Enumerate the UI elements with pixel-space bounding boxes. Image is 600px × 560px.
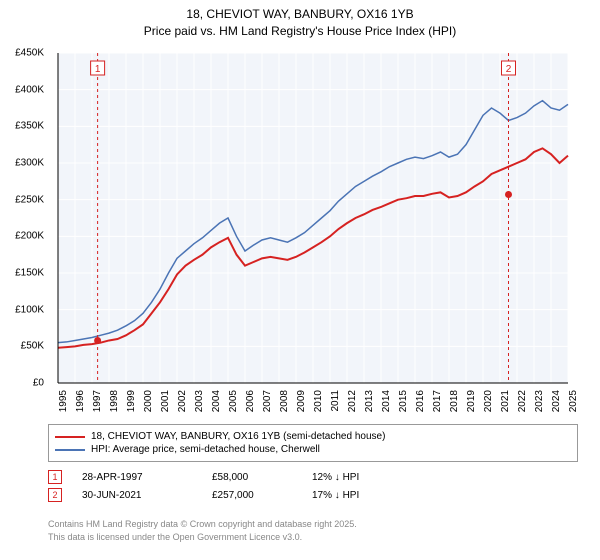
legend-item-hpi: HPI: Average price, semi-detached house,… [55,444,571,455]
title-address: 18, CHEVIOT WAY, BANBURY, OX16 1YB [0,6,600,23]
chart-plot-area: 12 [48,48,578,388]
x-tick-label: 1997 [92,390,103,418]
x-tick-label: 2004 [211,390,222,418]
marker-date-1: 28-APR-1997 [82,472,192,483]
x-tick-label: 2003 [194,390,205,418]
y-tick-label: £300K [0,158,44,169]
y-tick-label: £400K [0,84,44,95]
marker-price-1: £58,000 [212,472,292,483]
x-tick-label: 2025 [568,390,579,418]
x-tick-label: 2020 [483,390,494,418]
x-tick-label: 1999 [126,390,137,418]
sale-markers-table: 1 28-APR-1997 £58,000 12% ↓ HPI 2 30-JUN… [48,466,578,506]
legend-swatch-property [55,436,85,438]
x-tick-label: 2008 [279,390,290,418]
x-tick-label: 2001 [160,390,171,418]
y-tick-label: £100K [0,304,44,315]
x-tick-label: 2018 [449,390,460,418]
legend-swatch-hpi [55,449,85,451]
marker-badge-1: 1 [48,470,62,484]
marker-delta-2: 17% ↓ HPI [312,490,359,501]
x-tick-label: 2021 [500,390,511,418]
y-tick-label: £0 [0,378,44,389]
y-tick-label: £450K [0,48,44,59]
svg-text:2: 2 [506,64,512,75]
x-tick-label: 2019 [466,390,477,418]
x-tick-label: 2013 [364,390,375,418]
svg-text:1: 1 [95,64,101,75]
chart-container: { "title_line1": "18, CHEVIOT WAY, BANBU… [0,0,600,560]
x-tick-label: 1996 [75,390,86,418]
x-tick-label: 2015 [398,390,409,418]
x-tick-label: 2016 [415,390,426,418]
chart-svg: 12 [48,48,578,388]
x-tick-label: 1998 [109,390,120,418]
chart-title: 18, CHEVIOT WAY, BANBURY, OX16 1YB Price… [0,0,600,42]
legend-item-property: 18, CHEVIOT WAY, BANBURY, OX16 1YB (semi… [55,431,571,442]
x-tick-label: 2005 [228,390,239,418]
marker-delta-1: 12% ↓ HPI [312,472,359,483]
marker-badge-2: 2 [48,488,62,502]
x-tick-label: 2000 [143,390,154,418]
y-tick-label: £250K [0,194,44,205]
title-subtitle: Price paid vs. HM Land Registry's House … [0,23,600,40]
x-tick-label: 2014 [381,390,392,418]
y-tick-label: £200K [0,231,44,242]
footer-line-2: This data is licensed under the Open Gov… [48,531,578,544]
legend-box: 18, CHEVIOT WAY, BANBURY, OX16 1YB (semi… [48,424,578,462]
x-tick-label: 2022 [517,390,528,418]
x-tick-label: 2006 [245,390,256,418]
x-tick-label: 2010 [313,390,324,418]
x-tick-label: 2009 [296,390,307,418]
x-tick-label: 2002 [177,390,188,418]
legend-label-property: 18, CHEVIOT WAY, BANBURY, OX16 1YB (semi… [91,431,385,442]
legend-label-hpi: HPI: Average price, semi-detached house,… [91,444,320,455]
marker-price-2: £257,000 [212,490,292,501]
x-tick-label: 1995 [58,390,69,418]
x-tick-label: 2007 [262,390,273,418]
x-tick-label: 2017 [432,390,443,418]
sale-marker-row-1: 1 28-APR-1997 £58,000 12% ↓ HPI [48,470,578,484]
y-tick-label: £50K [0,341,44,352]
marker-date-2: 30-JUN-2021 [82,490,192,501]
x-tick-label: 2023 [534,390,545,418]
footer-attribution: Contains HM Land Registry data © Crown c… [48,518,578,543]
footer-line-1: Contains HM Land Registry data © Crown c… [48,518,578,531]
y-tick-label: £150K [0,268,44,279]
sale-marker-row-2: 2 30-JUN-2021 £257,000 17% ↓ HPI [48,488,578,502]
x-tick-label: 2011 [330,390,341,418]
x-tick-label: 2012 [347,390,358,418]
y-tick-label: £350K [0,121,44,132]
x-tick-label: 2024 [551,390,562,418]
